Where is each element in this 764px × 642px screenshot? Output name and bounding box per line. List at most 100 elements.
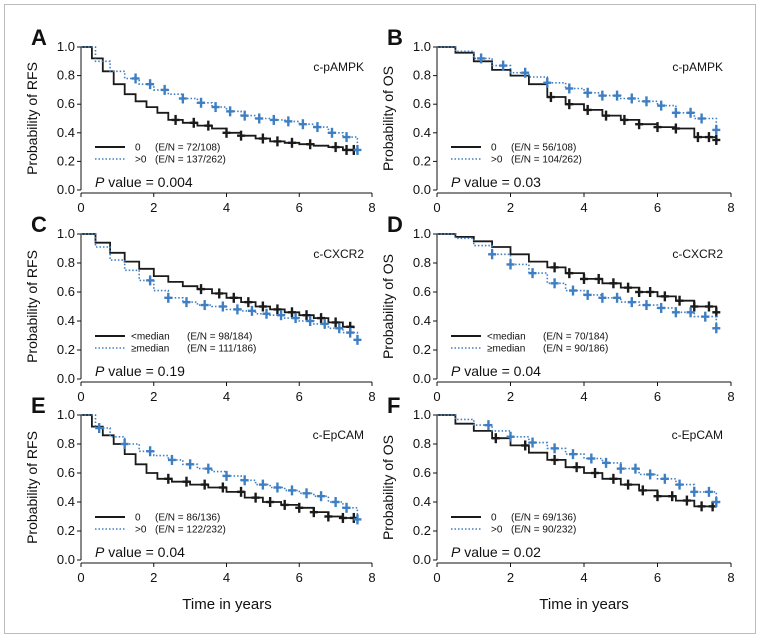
censor-mark	[697, 501, 706, 512]
x-tick-label: 6	[654, 570, 661, 585]
censor-mark	[229, 292, 238, 303]
censor-mark	[262, 308, 271, 319]
panel-b: B 0.0 0.2 0.4 0.6 0.8 1.0 0 2 4 6 8 Probability of O…	[380, 25, 735, 215]
censor-mark	[95, 423, 104, 434]
censor-mark	[317, 313, 326, 324]
censor-mark	[550, 278, 559, 289]
legend-stats: (E/N = 86/136)	[155, 513, 220, 524]
censor-mark	[638, 485, 647, 496]
x-tick-label: 0	[433, 389, 440, 404]
censor-mark	[565, 83, 574, 94]
y-tick-label: 0.0	[413, 182, 431, 197]
panel-a: A 0.0 0.2 0.4 0.6 0.8 1.0 0 2 4 6 8 Probability of R…	[24, 25, 376, 215]
censor-mark	[269, 114, 278, 125]
censor-mark	[491, 433, 500, 444]
censor-mark	[550, 443, 559, 454]
p-value: P value = 0.04	[95, 544, 185, 560]
y-tick-label: 0.2	[413, 153, 431, 168]
censor-mark	[164, 292, 173, 303]
censor-mark	[247, 305, 256, 316]
censor-mark	[273, 304, 282, 315]
censor-mark	[660, 473, 669, 484]
censor-mark	[338, 512, 347, 523]
legend-key: 0	[491, 513, 497, 524]
censor-mark	[624, 479, 633, 490]
y-tick-label: 0.0	[413, 371, 431, 386]
legend-key: >0	[135, 155, 147, 166]
x-tick-label: 8	[727, 570, 734, 585]
y-tick-label: 0.4	[57, 494, 75, 509]
x-tick-label: 0	[433, 570, 440, 585]
legend-stats: (E/N = 70/184)	[543, 332, 608, 343]
censor-mark	[620, 114, 629, 125]
censor-mark	[171, 114, 180, 125]
y-axis-label: Probability of OS	[380, 254, 396, 359]
censor-mark	[506, 431, 515, 442]
censor-mark	[616, 463, 625, 474]
censor-mark	[704, 486, 713, 497]
y-tick-label: 0.4	[413, 494, 431, 509]
panel-d: D 0.0 0.2 0.4 0.6 0.8 1.0 0 2 4 6 8 Probability of O…	[380, 212, 735, 404]
censor-mark	[686, 107, 695, 118]
censor-mark	[335, 323, 344, 334]
y-tick-label: 0.2	[413, 342, 431, 357]
censor-mark	[258, 301, 267, 312]
censor-mark	[222, 127, 231, 138]
p-value: P value = 0.19	[95, 363, 185, 379]
censor-mark	[164, 473, 173, 484]
censor-mark	[240, 475, 249, 486]
x-tick-label: 2	[150, 389, 157, 404]
series-line-1	[81, 233, 355, 329]
censor-mark	[222, 470, 231, 481]
y-tick-label: 0.2	[57, 523, 75, 538]
censor-mark	[550, 262, 559, 273]
censor-mark	[298, 119, 307, 130]
figure-frame	[4, 4, 756, 634]
censor-mark	[627, 297, 636, 308]
censor-mark	[302, 310, 311, 321]
censor-mark	[313, 122, 322, 133]
censor-mark	[324, 511, 333, 522]
censor-mark	[131, 73, 140, 84]
censor-mark	[602, 110, 611, 121]
censor-mark	[690, 486, 699, 497]
censor-mark	[255, 113, 264, 124]
censor-mark	[701, 311, 710, 322]
censor-mark	[646, 469, 655, 480]
x-axis-label-right: Time in years	[539, 596, 628, 613]
censor-mark	[583, 289, 592, 300]
x-tick-label: 8	[368, 389, 375, 404]
y-tick-label: 0.2	[413, 523, 431, 538]
censor-mark	[565, 99, 574, 110]
legend-stats: (E/N = 90/186)	[543, 344, 608, 355]
x-tick-label: 6	[654, 200, 661, 215]
y-tick-label: 0.8	[57, 68, 75, 83]
legend-stats: (E/N = 90/232)	[511, 525, 576, 536]
censor-mark	[657, 302, 666, 313]
censor-mark	[200, 300, 209, 311]
y-tick-label: 0.6	[57, 465, 75, 480]
censor-mark	[258, 479, 267, 490]
x-tick-label: 4	[223, 200, 230, 215]
y-tick-label: 0.0	[57, 182, 75, 197]
censor-mark	[572, 462, 581, 473]
marker-label: c-CXCR2	[672, 247, 723, 261]
censor-mark	[160, 84, 169, 95]
censor-mark	[609, 473, 618, 484]
censor-mark	[646, 287, 655, 297]
censor-mark	[273, 136, 282, 147]
censor-mark	[583, 87, 592, 98]
censor-mark	[675, 295, 684, 306]
censor-mark	[182, 476, 191, 487]
y-tick-label: 0.2	[57, 342, 75, 357]
x-tick-label: 6	[654, 389, 661, 404]
y-tick-label: 0.8	[413, 255, 431, 270]
censor-mark	[178, 93, 187, 104]
censor-mark	[697, 113, 706, 124]
censor-mark	[671, 123, 680, 134]
legend-stats: (E/N = 137/262)	[155, 155, 226, 166]
x-tick-label: 6	[296, 570, 303, 585]
censor-mark	[591, 468, 600, 478]
x-tick-label: 8	[727, 389, 734, 404]
censor-mark	[309, 507, 318, 518]
